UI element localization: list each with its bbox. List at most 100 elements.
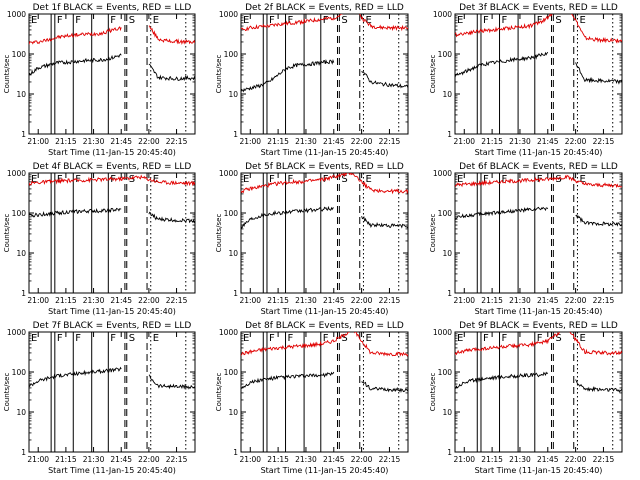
panel-7-y-tick-label: 10 — [16, 408, 26, 417]
panel-2-y-tick-label: 10 — [228, 90, 238, 99]
panel-3-interval-marker-label: E — [579, 15, 585, 26]
panel-1-x-tick-label: 21:45 — [110, 137, 132, 146]
panel-6-interval-marker-label: F — [502, 174, 508, 185]
panel-5-x-tick-label: 22:00 — [351, 296, 373, 305]
panel-1-x-tick-label: 22:00 — [138, 137, 160, 146]
panel-1-events-series-line — [29, 53, 195, 82]
panel-5-x-axis-label: Start Time (11-Jan-15 20:45:40) — [261, 307, 389, 316]
panel-5-y-tick-label: 100 — [224, 209, 239, 218]
panel-7-x-tick-label: 21:45 — [110, 455, 132, 464]
panel-5-interval-marker-label: F — [288, 174, 294, 185]
panel-7-interval-marker-label: E — [31, 333, 37, 344]
panel-5-x-tick-label: 22:15 — [379, 296, 401, 305]
panel-8-x-tick-label: 22:15 — [379, 455, 401, 464]
chart-panel-2: Det 2f BLACK = Events, RED = LLD Counts/s… — [215, 3, 409, 157]
panel-5-x-tick-label: 21:00 — [239, 296, 261, 305]
panel-7-interval-marker-label: E — [153, 333, 159, 344]
panel-9-x-tick-label: 21:00 — [453, 455, 475, 464]
panel-6-y-tick-label: 1000 — [433, 169, 452, 178]
panel-6-lld-series-line — [455, 174, 622, 189]
panel-2-interval-marker-label: E — [243, 15, 249, 26]
panel-5-title: Det 5f BLACK = Events, RED = LLD — [245, 162, 404, 172]
panel-3-x-tick-label: 21:30 — [509, 137, 531, 146]
panel-2-title: Det 2f BLACK = Events, RED = LLD — [245, 3, 404, 13]
panel-7-y-tick-label: 1 — [21, 448, 26, 457]
panel-2-x-tick-label: 21:15 — [267, 137, 289, 146]
panel-2-y-tick-label: 100 — [224, 50, 239, 59]
panel-2-x-tick-label: 22:00 — [351, 137, 373, 146]
panel-6-events-series-line — [455, 206, 622, 227]
panel-9-y-tick-label: 100 — [438, 368, 453, 377]
chart-panel-3: Det 3f BLACK = Events, RED = LLD Counts/s… — [429, 3, 623, 157]
panel-8-x-tick-label: 21:45 — [323, 455, 345, 464]
panel-1-interval-marker-label: F — [75, 15, 81, 26]
panel-4-lld-series-line — [29, 174, 195, 187]
panel-8-interval-marker-label: S — [341, 333, 347, 344]
panel-9-y-tick-label: 1000 — [433, 328, 452, 337]
panel-2-interval-marker-label: S — [341, 15, 347, 26]
panel-7-x-tick-label: 21:30 — [83, 455, 105, 464]
chart-panel-6: Det 6f BLACK = Events, RED = LLD Counts/s… — [429, 162, 623, 316]
chart-panel-4: Det 4f BLACK = Events, RED = LLD Counts/s… — [3, 162, 196, 316]
panel-6-x-tick-label: 21:15 — [481, 296, 503, 305]
panel-6-interval-marker-label: E — [457, 174, 463, 185]
panel-7-y-axis-label: Counts/sec — [3, 373, 11, 412]
panel-2-interval-marker-label: F — [323, 15, 329, 26]
panel-4-y-axis-label: Counts/sec — [3, 214, 11, 253]
panel-8-x-tick-label: 21:00 — [239, 455, 261, 464]
panel-3-plot-frame — [454, 13, 623, 135]
panel-2-plot-frame — [240, 13, 409, 135]
panel-6-interval-marker-label: F — [483, 174, 489, 185]
panel-2-x-tick-label: 21:00 — [239, 137, 261, 146]
panel-4-x-axis-label: Start Time (11-Jan-15 20:45:40) — [48, 307, 176, 316]
panel-1-interval-marker-label: S — [129, 15, 135, 26]
panel-5-interval-marker-label: E — [243, 174, 249, 185]
panel-3-x-tick-label: 21:45 — [537, 137, 559, 146]
panel-5-y-axis-label: Counts/sec — [215, 214, 223, 253]
panel-4-x-tick-label: 22:00 — [138, 296, 160, 305]
chart-panel-9: Det 9f BLACK = Events, RED = LLD Counts/s… — [429, 321, 623, 475]
panel-9-lld-series-line — [455, 332, 622, 356]
panel-7-x-tick-label: 22:15 — [166, 455, 188, 464]
panel-9-interval-marker-label: E — [579, 333, 585, 344]
panel-8-y-tick-label: 1 — [233, 448, 238, 457]
panel-4-y-tick-label: 1000 — [7, 169, 26, 178]
panel-5-y-tick-label: 1000 — [219, 169, 238, 178]
panel-6-x-tick-label: 21:00 — [453, 296, 475, 305]
panel-6-x-tick-label: 22:00 — [565, 296, 587, 305]
panel-8-y-tick-label: 100 — [224, 368, 239, 377]
panel-5-interval-marker-label: F — [269, 174, 275, 185]
panel-3-y-tick-label: 100 — [438, 50, 453, 59]
panel-1-y-tick-label: 1 — [21, 130, 26, 139]
panel-5-interval-marker-label: E — [365, 174, 371, 185]
panel-1-y-tick-label: 1000 — [7, 10, 26, 19]
panel-8-interval-marker-label: F — [288, 333, 294, 344]
panel-5-lld-series-line — [241, 173, 408, 195]
panel-4-y-tick-label: 100 — [12, 209, 27, 218]
panel-1-x-tick-label: 22:15 — [166, 137, 188, 146]
panel-9-y-tick-label: 1 — [447, 448, 452, 457]
panel-3-title: Det 3f BLACK = Events, RED = LLD — [459, 3, 618, 13]
panel-3-interval-marker-label: F — [537, 15, 543, 26]
panel-3-y-tick-label: 1000 — [433, 10, 452, 19]
panel-5-y-tick-label: 10 — [228, 249, 238, 258]
panel-2-x-axis-label: Start Time (11-Jan-15 20:45:40) — [261, 148, 389, 157]
panel-3-y-axis-label: Counts/sec — [429, 55, 437, 94]
panel-8-x-tick-label: 21:15 — [267, 455, 289, 464]
panel-6-title: Det 6f BLACK = Events, RED = LLD — [459, 162, 618, 172]
panel-6-interval-marker-label: E — [579, 174, 585, 185]
panel-7-x-tick-label: 21:00 — [27, 455, 49, 464]
panel-7-x-axis-label: Start Time (11-Jan-15 20:45:40) — [48, 466, 176, 475]
panel-4-interval-marker-label: E — [153, 174, 159, 185]
panel-6-x-tick-label: 21:45 — [537, 296, 559, 305]
panel-7-plot-frame — [28, 331, 196, 453]
chart-panel-8: Det 8f BLACK = Events, RED = LLD Counts/s… — [215, 321, 409, 475]
panel-6-x-tick-label: 21:30 — [509, 296, 531, 305]
panel-8-lld-series-line — [241, 332, 408, 357]
panel-1-y-tick-label: 100 — [12, 50, 27, 59]
panel-2-interval-marker-label: F — [288, 15, 294, 26]
panel-2-x-tick-label: 21:45 — [323, 137, 345, 146]
panel-2-x-tick-label: 22:15 — [379, 137, 401, 146]
panel-8-y-tick-label: 10 — [228, 408, 238, 417]
